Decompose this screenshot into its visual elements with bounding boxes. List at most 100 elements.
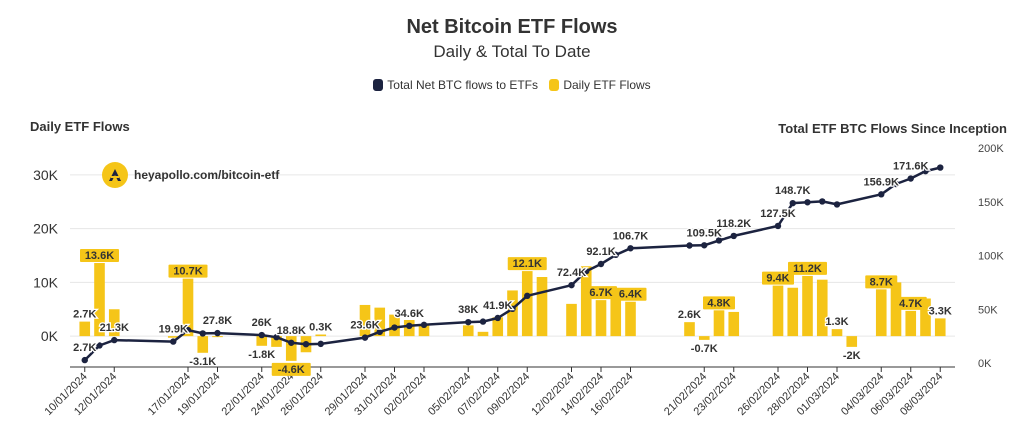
total-flow-point — [730, 232, 737, 240]
legend-item-total-line[interactable]: Total Net BTC flows to ETFs — [373, 78, 538, 92]
chart-title: Net Bitcoin ETF Flows — [406, 16, 618, 38]
line-data-label: 41.9K — [483, 300, 512, 312]
data-label-bg — [168, 264, 208, 278]
data-label-bg — [507, 257, 547, 271]
total-flow-point — [258, 331, 265, 339]
line-data-label: 72.4K — [557, 267, 586, 279]
daily-flow-bar — [359, 304, 371, 337]
legend-bar-swatch — [549, 79, 560, 91]
total-flow-point — [406, 322, 413, 330]
total-flow-point — [273, 334, 280, 341]
line-data-label: 109.5K — [687, 227, 723, 239]
total-flow-point — [214, 329, 221, 337]
bar-data-label: -1.8K — [248, 349, 275, 361]
total-flow-point — [833, 201, 841, 208]
legend-item-daily-bars[interactable]: Daily ETF Flows — [549, 78, 651, 92]
line-data-label: 92.1K — [586, 246, 615, 258]
daily-flow-bar — [315, 334, 327, 337]
bar-data-label: 8.7K — [870, 276, 893, 288]
daily-flow-bar — [684, 322, 695, 337]
daily-flow-bar — [787, 287, 799, 337]
total-flow-point — [391, 324, 398, 331]
bar-data-label: -3.1K — [189, 356, 216, 368]
left-axis-title: Daily ETF Flows — [30, 119, 130, 134]
daily-flow-bar — [271, 336, 282, 347]
data-label-bg — [703, 296, 735, 310]
total-flow-point — [597, 260, 605, 268]
data-label-bg — [865, 275, 898, 289]
data-label-bg — [894, 296, 927, 310]
daily-flow-bar — [566, 303, 577, 337]
line-data-label: 27.8K — [203, 315, 232, 327]
right-tick-label: 50K — [978, 304, 998, 316]
daily-flow-bar — [182, 278, 194, 337]
right-tick-label: 100K — [978, 251, 1004, 263]
line-data-label: 34.6K — [395, 308, 424, 320]
total-flow-point — [479, 318, 487, 325]
left-tick-label: 0K — [41, 328, 59, 344]
line-data-label: 106.7K — [613, 230, 649, 242]
bar-data-label: 3.3K — [929, 305, 952, 317]
daily-flow-bar — [846, 336, 858, 347]
total-flow-point — [568, 281, 575, 289]
total-flow-point — [878, 191, 885, 198]
bar-data-label: -0.7K — [691, 343, 718, 355]
daily-flow-bar — [610, 290, 622, 337]
daily-flow-bar — [713, 310, 725, 337]
legend-line-label: Total Net BTC flows to ETFs — [387, 78, 538, 92]
total-flow-point — [789, 199, 796, 207]
daily-flow-bar — [492, 317, 504, 337]
right-axis-title: Total ETF BTC Flows Since Inception — [778, 121, 1007, 136]
total-flow-point — [715, 237, 723, 244]
total-flow-point — [892, 180, 900, 188]
total-flow-point — [612, 251, 619, 259]
daily-flow-bar — [212, 336, 223, 338]
total-flow-point — [361, 334, 369, 341]
total-flow-point — [96, 342, 103, 349]
bar-data-label: 4.7K — [899, 298, 922, 310]
daily-flow-bar — [772, 285, 784, 337]
data-label-bg — [788, 261, 827, 275]
bar-data-label: 12.1K — [513, 258, 542, 270]
daily-flow-bar — [625, 301, 636, 337]
bar-data-label: 9.4K — [766, 273, 789, 285]
data-label-bg — [762, 271, 794, 285]
total-flow-point — [81, 356, 88, 364]
daily-flow-bar — [934, 318, 946, 337]
daily-flow-bar — [94, 263, 105, 337]
line-data-label: 148.7K — [775, 185, 811, 197]
total-flow-point — [288, 339, 295, 346]
data-label-bg — [271, 362, 311, 376]
bar-data-label: 6.7K — [589, 287, 612, 299]
watermark[interactable]: heyapollo.com/bitcoin-etf — [102, 162, 279, 188]
total-flow-point — [937, 164, 944, 171]
apollo-logo-icon — [102, 162, 128, 188]
total-flow-point — [583, 267, 590, 275]
daily-flow-bar — [79, 321, 91, 337]
total-flow-point — [111, 336, 118, 344]
daily-flow-bar — [462, 325, 474, 337]
total-flow-point — [819, 198, 826, 205]
daily-flow-bar — [875, 289, 887, 337]
total-flow-point — [922, 167, 929, 175]
data-label-bg — [585, 286, 617, 300]
daily-flow-bar — [374, 307, 386, 337]
bar-data-label: 6.4K — [619, 289, 642, 301]
daily-flow-bar — [477, 331, 489, 337]
line-data-label: 18.8K — [277, 325, 306, 337]
line-data-label: 118.2K — [716, 218, 751, 230]
watermark-text: heyapollo.com/bitcoin-etf — [134, 168, 280, 182]
left-tick-label: 30K — [33, 167, 59, 183]
line-data-label: 23.6K — [350, 320, 379, 332]
line-data-label: 156.9K — [864, 176, 900, 188]
total-flow-point — [774, 222, 782, 230]
daily-flow-bar — [831, 329, 843, 337]
daily-flow-bar — [816, 279, 828, 337]
daily-flow-bar — [536, 277, 548, 337]
daily-flow-bar — [197, 336, 209, 353]
line-data-label: 26K — [252, 317, 272, 329]
total-flow-point — [907, 175, 914, 182]
line-data-label: 171.6K — [893, 161, 929, 173]
total-flow-point — [701, 242, 708, 249]
data-label-bg — [80, 249, 119, 263]
